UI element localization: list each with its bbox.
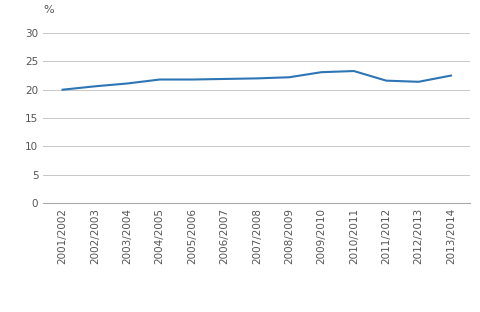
Text: %: % xyxy=(43,5,54,15)
